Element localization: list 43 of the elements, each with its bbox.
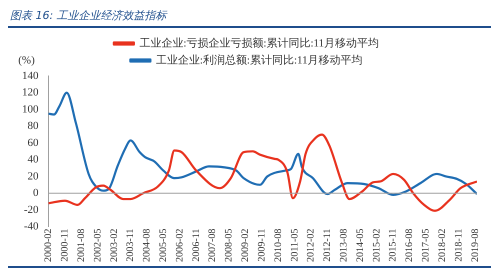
x-tick-label: 2001-08 — [76, 228, 87, 262]
x-tick-label: 2008-05 — [224, 228, 235, 262]
x-tick-label: 2015-02 — [371, 228, 382, 262]
legend-label: 工业企业:利润总额:累计同比:11月移动平均 — [156, 53, 363, 66]
x-tick-label: 2019-08 — [470, 228, 481, 262]
y-tick-label: 20 — [28, 170, 39, 182]
y-tick-label: 140 — [22, 70, 39, 82]
x-tick-label: 2006-11 — [190, 228, 202, 262]
legend-label: 工业企业:亏损企业亏损额:累计同比:11月移动平均 — [139, 36, 380, 50]
y-tick-label: 40 — [28, 154, 39, 166]
x-tick-label: 2006-02 — [174, 228, 186, 262]
x-tick-label: 2003-11 — [125, 228, 136, 262]
x-tick-label: 2000-11 — [60, 228, 71, 262]
y-tick-label: 60 — [28, 136, 39, 149]
y-tick-label: 120 — [22, 86, 39, 99]
line-series — [48, 133, 477, 212]
chart-title: 图表 16: 工业企业经济效益指标 — [8, 8, 491, 28]
x-tick-label: 2017-05 — [420, 228, 432, 262]
y-axis-title: (%) — [18, 54, 36, 66]
x-tick-label: 2007-08 — [207, 228, 218, 262]
x-tick-label: 2018-02 — [436, 228, 448, 262]
x-tick-label: 2002-05 — [92, 228, 104, 262]
x-tick-label: 2003-02 — [108, 228, 120, 262]
x-tick-label: 2010-08 — [272, 228, 284, 262]
x-tick-label: 2014-05 — [354, 228, 366, 262]
x-tick-label: 2000-02 — [43, 228, 54, 262]
x-tick-label: 2011-05 — [289, 228, 300, 262]
line-series — [48, 92, 477, 196]
x-tick-label: 2012-11 — [322, 228, 334, 262]
x-tick-label: 2009-02 — [240, 228, 252, 262]
x-tick-label: 2012-02 — [306, 228, 317, 262]
y-tick-label: 80 — [28, 120, 39, 132]
x-tick-label: 2013-08 — [338, 228, 350, 262]
y-tick-label: 100 — [22, 103, 39, 116]
x-tick-label: 2004-08 — [142, 228, 153, 262]
x-tick-label: 2009-11 — [256, 228, 268, 262]
y-tick-label: 0 — [33, 187, 39, 200]
x-tick-label: 2015-11 — [388, 228, 399, 262]
x-tick-label: 2005-05 — [158, 228, 169, 262]
y-tick-label: -20 — [24, 204, 39, 216]
y-tick-label: -40 — [24, 220, 39, 233]
x-tick-label: 2016-08 — [404, 228, 416, 262]
x-tick-label: 2018-11 — [453, 228, 464, 262]
